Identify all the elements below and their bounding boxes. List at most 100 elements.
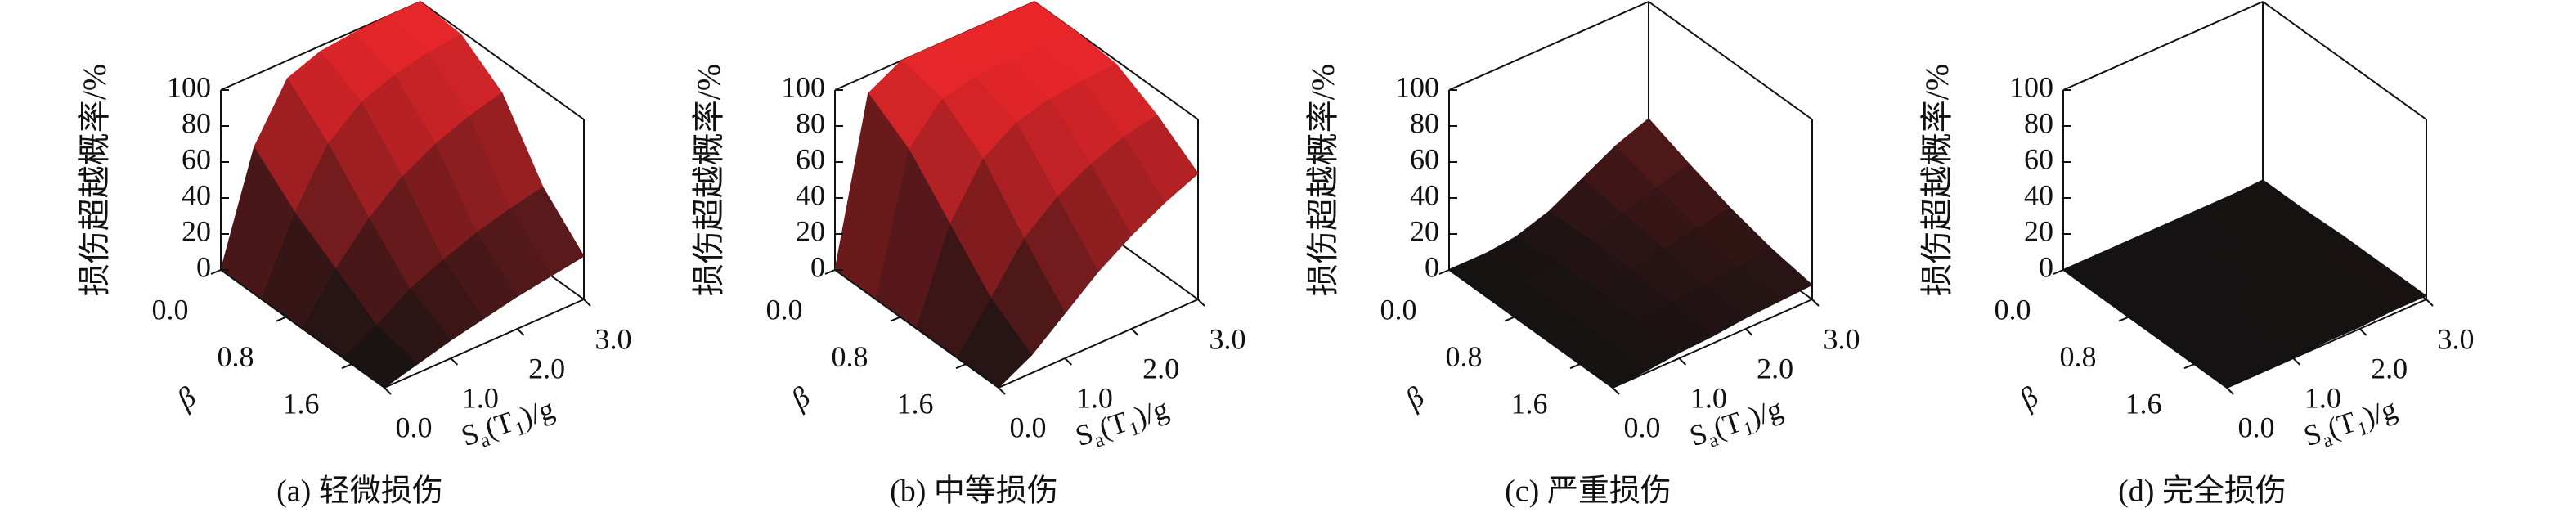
y-tick bbox=[2358, 328, 2367, 336]
y-tick bbox=[1744, 328, 1753, 336]
y-tick-label: 0.0 bbox=[1624, 411, 1661, 443]
x-axis-line bbox=[220, 269, 385, 389]
z-axis-label: 损伤超越概率/% bbox=[690, 64, 727, 296]
y-tick bbox=[1130, 328, 1139, 336]
x-tick-label: 1.6 bbox=[2125, 387, 2162, 420]
x-tick bbox=[1438, 269, 1450, 275]
y-tick bbox=[1197, 299, 1205, 307]
y-axis-line bbox=[998, 299, 1199, 389]
y-tick bbox=[384, 387, 392, 395]
box-edge bbox=[2262, 1, 2427, 120]
y-tick bbox=[2426, 299, 2434, 307]
z-tick-label: 40 bbox=[182, 178, 211, 211]
y-tick-label: 0.0 bbox=[1010, 411, 1047, 443]
panel-caption: (c) 严重损伤 bbox=[1505, 474, 1672, 509]
z-tick-label: 0 bbox=[1425, 250, 1439, 283]
x-tick bbox=[2118, 316, 2129, 322]
panel-caption: (a) 轻微损伤 bbox=[276, 474, 443, 509]
x-tick bbox=[2183, 363, 2195, 370]
x-axis-label: β bbox=[784, 380, 816, 416]
y-tick-label: 3.0 bbox=[1824, 322, 1860, 355]
z-tick-label: 60 bbox=[2024, 142, 2053, 175]
y-tick-label: 0.0 bbox=[2238, 411, 2275, 443]
z-tick-label: 80 bbox=[2024, 106, 2053, 139]
x-tick-label: 1.6 bbox=[1511, 387, 1548, 420]
z-tick-label: 40 bbox=[2024, 178, 2053, 211]
y-tick-label: 3.0 bbox=[1209, 322, 1246, 355]
x-tick-label: 0.8 bbox=[832, 340, 868, 373]
z-tick-label: 100 bbox=[781, 70, 825, 103]
y-tick-label: 2.0 bbox=[528, 352, 565, 384]
y-axis-line bbox=[2226, 299, 2427, 389]
z-tick-label: 0 bbox=[196, 250, 211, 283]
box-edge bbox=[1448, 1, 1649, 91]
x-tick-label: 0.8 bbox=[2060, 340, 2097, 373]
y-tick-label: 2.0 bbox=[1757, 352, 1793, 384]
z-tick-label: 80 bbox=[182, 106, 211, 139]
y-tick-label: 1.0 bbox=[462, 381, 499, 414]
z-tick-label: 60 bbox=[182, 142, 211, 175]
x-tick-label: 1.6 bbox=[897, 387, 934, 420]
x-tick bbox=[341, 363, 352, 370]
x-axis-line bbox=[2062, 269, 2228, 389]
x-tick-label: 0.0 bbox=[766, 293, 803, 326]
x-axis-line bbox=[834, 269, 999, 389]
y-axis-line bbox=[384, 299, 585, 389]
y-tick bbox=[998, 387, 1006, 395]
box-edge bbox=[1648, 1, 1813, 120]
x-tick bbox=[276, 316, 287, 322]
y-tick bbox=[1811, 299, 1820, 307]
y-tick-label: 2.0 bbox=[1142, 352, 1179, 384]
z-axis-label: 损伤超越概率/% bbox=[1304, 64, 1341, 296]
box-edge bbox=[2062, 1, 2264, 91]
x-axis-label: β bbox=[170, 380, 202, 416]
y-tick bbox=[2226, 387, 2234, 395]
x-tick-label: 0.0 bbox=[1995, 293, 2031, 326]
box-edge bbox=[420, 1, 585, 120]
y-tick bbox=[1678, 357, 1687, 366]
z-tick-label: 20 bbox=[796, 214, 825, 247]
x-tick bbox=[824, 269, 836, 275]
z-tick-label: 60 bbox=[1410, 142, 1439, 175]
y-tick-label: 1.0 bbox=[1076, 381, 1113, 414]
z-tick-label: 20 bbox=[182, 214, 211, 247]
z-tick-label: 80 bbox=[1410, 106, 1439, 139]
x-tick bbox=[890, 316, 901, 322]
z-axis-label: 损伤超越概率/% bbox=[76, 64, 113, 296]
z-tick-label: 80 bbox=[796, 106, 825, 139]
z-tick-label: 100 bbox=[1395, 70, 1439, 103]
panel-caption: (b) 中等损伤 bbox=[890, 474, 1058, 509]
y-tick bbox=[1064, 357, 1073, 366]
y-tick-label: 1.0 bbox=[2304, 381, 2341, 414]
x-tick-label: 1.6 bbox=[283, 387, 320, 420]
z-tick-label: 0 bbox=[810, 250, 825, 283]
y-tick bbox=[450, 357, 459, 366]
z-tick-label: 40 bbox=[1410, 178, 1439, 211]
y-tick bbox=[516, 328, 525, 336]
x-tick bbox=[2053, 269, 2064, 275]
x-tick bbox=[955, 363, 967, 370]
y-axis-line bbox=[1612, 299, 1813, 389]
y-tick-label: 2.0 bbox=[2371, 352, 2408, 384]
x-tick-label: 0.0 bbox=[1380, 293, 1417, 326]
z-tick-label: 20 bbox=[2024, 214, 2053, 247]
x-axis-line bbox=[1448, 269, 1613, 389]
x-tick bbox=[1504, 316, 1515, 322]
z-tick-label: 0 bbox=[2039, 250, 2053, 283]
z-axis-label: 损伤超越概率/% bbox=[1919, 64, 1955, 296]
z-tick-label: 40 bbox=[796, 178, 825, 211]
z-tick-label: 100 bbox=[167, 70, 211, 103]
y-tick bbox=[1612, 387, 1620, 395]
y-tick-label: 0.0 bbox=[396, 411, 433, 443]
y-tick bbox=[2292, 357, 2301, 366]
z-tick-label: 20 bbox=[1410, 214, 1439, 247]
x-tick-label: 0.0 bbox=[152, 293, 189, 326]
x-tick bbox=[1569, 363, 1581, 370]
z-tick-label: 100 bbox=[2009, 70, 2053, 103]
y-tick-label: 3.0 bbox=[595, 322, 632, 355]
panel-caption: (d) 完全损伤 bbox=[2118, 474, 2287, 509]
x-tick bbox=[210, 269, 222, 275]
x-axis-label: β bbox=[1398, 380, 1430, 416]
x-tick-label: 0.8 bbox=[218, 340, 254, 373]
